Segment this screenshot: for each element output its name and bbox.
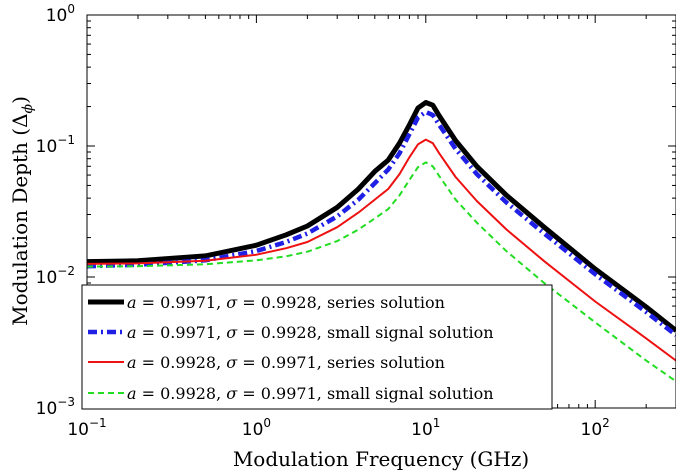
tick-labels: 10−1 100 101 102 10−3 10−2 10−1 100 — [36, 2, 610, 440]
legend-label-1: a = 0.9971, σ = 0.9928, series solution — [127, 293, 445, 312]
y-tick-label: 100 — [46, 2, 75, 26]
y-axis-label: Modulation Depth (Δϕ) — [8, 96, 36, 326]
y-tick-label: 10−1 — [36, 133, 75, 157]
x-axis-label: Modulation Frequency (GHz) — [233, 447, 529, 471]
y-axis-label-main: Modulation Depth (Δ — [8, 113, 32, 325]
x-tick-label: 102 — [581, 416, 610, 440]
legend-box — [81, 284, 553, 410]
y-axis-label-close: ) — [8, 96, 32, 104]
y-axis-label-sub: ϕ — [20, 103, 36, 113]
legend-label-3: a = 0.9928, σ = 0.9971, series solution — [127, 353, 445, 372]
legend-label-4: a = 0.9928, σ = 0.9971, small signal sol… — [127, 384, 494, 403]
legend-label-2: a = 0.9971, σ = 0.9928, small signal sol… — [127, 323, 494, 342]
legend-entries: a = 0.9971, σ = 0.9928, series solution a… — [88, 293, 494, 403]
series-line-2 — [86, 109, 676, 337]
y-tick-label: 10−2 — [36, 264, 75, 288]
series-line-1 — [86, 100, 676, 333]
y-tick-label: 10−3 — [36, 395, 75, 419]
series-line-3 — [86, 138, 676, 362]
x-tick-label: 10−1 — [67, 416, 106, 440]
legend: a = 0.9971, σ = 0.9928, series solution a… — [81, 284, 553, 410]
x-tick-label: 101 — [411, 416, 440, 440]
series-line-4 — [86, 161, 676, 383]
series-layer — [86, 100, 676, 383]
x-tick-label: 100 — [242, 416, 271, 440]
